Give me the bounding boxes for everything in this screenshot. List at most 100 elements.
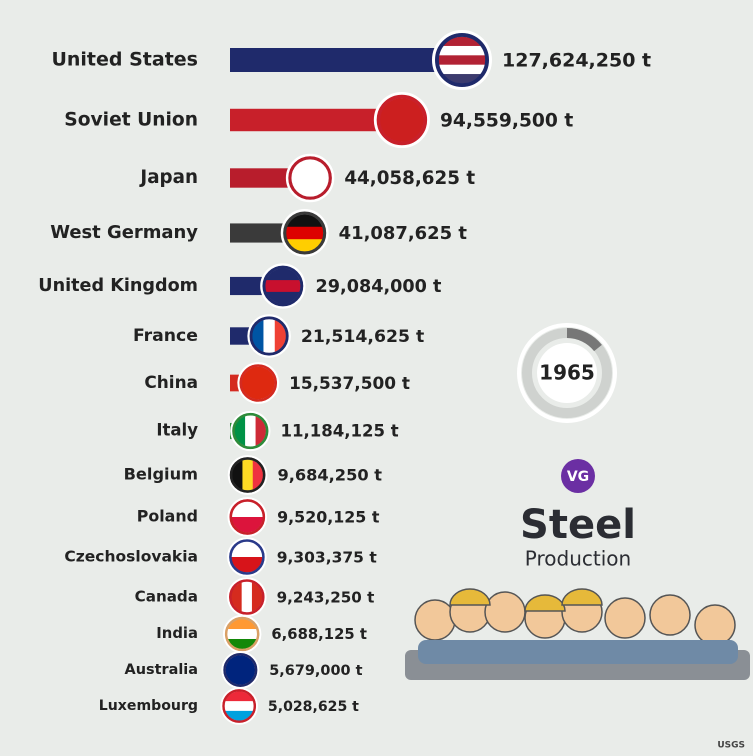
flag-stripe: [242, 459, 254, 491]
chart-title: Steel: [520, 502, 636, 548]
flag: [231, 541, 263, 573]
value-label: 41,087,625 t: [339, 223, 468, 244]
flag-ring: [376, 94, 428, 146]
category-label: Belgium: [124, 465, 198, 484]
flag-stripe: [241, 366, 275, 400]
flag: [252, 319, 287, 353]
value-label: 9,684,250 t: [277, 466, 382, 485]
flag-stripe: [438, 45, 486, 56]
flag-stripe: [286, 239, 324, 252]
category-label: Italy: [156, 421, 198, 440]
logo-text: VG: [567, 469, 589, 485]
category-label: Japan: [138, 167, 198, 188]
flag: [234, 415, 267, 447]
value-label: 127,624,250 t: [502, 50, 651, 72]
flag-stripe: [224, 701, 254, 712]
flag-outline: [227, 455, 268, 495]
flag-stripe: [225, 655, 256, 685]
flag-stripe: [241, 581, 253, 613]
dial-center: [537, 343, 597, 403]
flag: [225, 655, 256, 685]
flag-stripe: [265, 268, 301, 281]
flag-stripe: [291, 159, 329, 197]
flag-outline: [285, 153, 335, 203]
category-label: Australia: [125, 662, 198, 678]
flag-stripe: [265, 291, 301, 304]
flag-stripe: [265, 280, 301, 293]
flag-stripe: [231, 517, 263, 533]
flag-ring: [223, 652, 258, 688]
category-label: Canada: [135, 588, 198, 606]
flag-stripe: [274, 319, 287, 353]
flag-stripe: [231, 501, 263, 518]
workers-illustration: [405, 588, 750, 680]
flag: [227, 619, 258, 649]
flag-ring: [222, 688, 257, 724]
chart-subtitle: Production: [525, 547, 631, 571]
flag-outline: [373, 91, 430, 149]
bar: [230, 48, 462, 72]
flag-outline: [237, 362, 280, 404]
value-label: 11,184,125 t: [280, 422, 398, 441]
flag-outline: [280, 209, 329, 257]
flag-stripe: [286, 226, 324, 240]
flag-outline: [260, 263, 306, 309]
flag-stripe: [231, 557, 263, 573]
flag: [265, 268, 301, 304]
flag-ring: [288, 155, 333, 201]
value-label: 21,514,625 t: [301, 327, 424, 347]
flag: [291, 159, 329, 197]
year-label: 1965: [539, 361, 595, 385]
flag: [231, 501, 263, 533]
value-label: 94,559,500 t: [440, 111, 573, 132]
flag-stripe: [224, 710, 254, 721]
flag-stripe: [263, 319, 276, 353]
flag-stripe: [231, 581, 243, 613]
bar: [230, 108, 402, 132]
value-label: 6,688,125 t: [271, 626, 367, 643]
flag-stripe: [232, 459, 243, 491]
flag-ring: [229, 456, 266, 494]
flag-stripe: [245, 415, 257, 447]
category-label: Luxembourg: [99, 698, 198, 714]
value-label: 5,679,000 t: [269, 663, 362, 679]
category-label: Czechoslovakia: [64, 548, 198, 566]
value-label: 9,243,250 t: [277, 589, 375, 607]
flag-outline: [432, 30, 492, 90]
flag: [286, 214, 324, 252]
category-label: China: [144, 372, 198, 392]
flag-ring: [228, 539, 265, 575]
flag-ring: [228, 579, 265, 615]
category-label: Poland: [137, 507, 198, 526]
flag-outline: [230, 410, 271, 452]
category-label: India: [156, 625, 198, 642]
value-label: 5,028,625 t: [268, 699, 359, 715]
flag-stripe: [224, 691, 254, 702]
year-dial: 1965: [517, 323, 617, 423]
flag-outline: [247, 314, 291, 358]
flag: [232, 459, 264, 491]
flag-ring: [239, 363, 278, 403]
flag-stripe: [438, 55, 486, 66]
dial-ring: [517, 323, 617, 423]
flag-stripe: [234, 415, 246, 447]
flag-ring: [282, 211, 327, 255]
flag-outline: [227, 537, 267, 577]
flag-ring: [262, 265, 304, 307]
category-label: France: [133, 326, 198, 346]
flag-stripe: [227, 619, 258, 630]
dial-progress: [566, 328, 602, 352]
flag-stripe: [252, 459, 264, 491]
flag-stripe: [255, 415, 267, 447]
flag: [438, 36, 486, 84]
flag-ring: [249, 316, 289, 356]
flag-stripe: [227, 629, 258, 640]
category-label: Soviet Union: [64, 110, 198, 131]
category-label: West Germany: [50, 222, 198, 243]
flag-stripe: [438, 74, 486, 84]
flag-ring: [224, 616, 260, 652]
flag: [224, 691, 254, 721]
flag-ring: [229, 498, 266, 536]
